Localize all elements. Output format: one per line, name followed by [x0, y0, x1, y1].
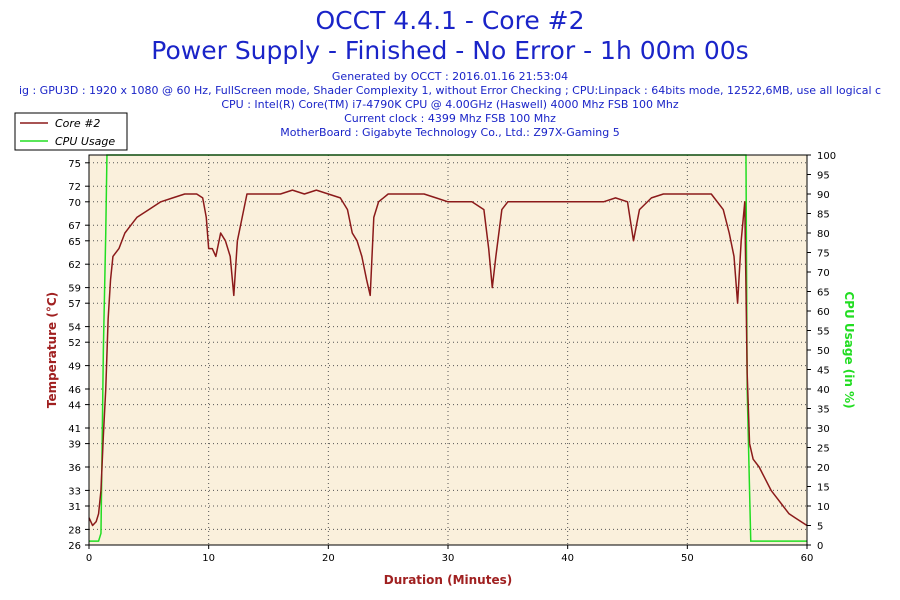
y-tick-label: 75: [68, 159, 81, 170]
y2-tick-label: 0: [817, 541, 823, 552]
series-core2-line: [88, 189, 808, 527]
right-axis: 0 5 10 15 20 25 30 35 40 45 50 55 60 65 70 75 80 85 90 95 10…: [807, 151, 836, 552]
legend: Core #2 CPU Usage: [14, 112, 128, 151]
y2-tick-label: 90: [817, 190, 830, 201]
x-tick-label: 40: [561, 553, 574, 564]
y2-tick-label: 80: [817, 229, 830, 240]
chart-subtitle: Power Supply - Finished - No Error - 1h …: [151, 36, 749, 65]
x-tick-label: 50: [681, 553, 694, 564]
y-tick-label: 33: [68, 486, 81, 497]
y2-tick-label: 100: [817, 151, 836, 162]
y-tick-label: 39: [68, 440, 81, 451]
y2-tick-label: 5: [817, 522, 823, 533]
cpu-line: CPU : Intel(R) Core(TM) i7-4790K CPU @ 4…: [221, 98, 679, 111]
y2-tick-label: 30: [817, 424, 830, 435]
x-tick-label: 30: [442, 553, 455, 564]
y-tick-label: 72: [68, 182, 81, 193]
y2-tick-label: 35: [817, 405, 830, 416]
y-tick-label: 28: [68, 525, 81, 536]
y-tick-label: 52: [68, 338, 81, 349]
x-axis-title: Duration (Minutes): [384, 573, 512, 587]
left-axis: 26 28 31 33 36 39 41 44 46 49 52 54 57 59 62 65 67 70 72 75: [68, 159, 89, 552]
y2-axis-title: CPU Usage (in %): [842, 291, 856, 408]
y-tick-label: 36: [68, 463, 81, 474]
y-tick-label: 59: [68, 284, 81, 295]
y2-tick-label: 60: [817, 307, 830, 318]
x-tick-label: 10: [202, 553, 215, 564]
y2-tick-label: 95: [817, 171, 830, 182]
legend-label-core: Core #2: [55, 117, 100, 130]
y2-tick-label: 85: [817, 210, 830, 221]
y-tick-label: 65: [68, 237, 81, 248]
y-tick-label: 49: [68, 362, 81, 373]
legend-box: [14, 112, 128, 151]
y2-tick-label: 55: [817, 327, 830, 338]
generated-line: Generated by OCCT : 2016.01.16 21:53:04: [331, 70, 569, 83]
y2-tick-label: 10: [817, 502, 830, 513]
config-line: ig : GPU3D : 1920 x 1080 @ 60 Hz, FullSc…: [18, 84, 882, 97]
x-tick-label: 20: [322, 553, 335, 564]
chart-title: OCCT 4.4.1 - Core #2: [315, 6, 585, 35]
y-tick-label: 31: [68, 502, 81, 513]
y2-tick-label: 65: [817, 288, 830, 299]
y2-tick-label: 45: [817, 366, 830, 377]
y-tick-label: 41: [68, 424, 81, 435]
y2-tick-label: 20: [817, 463, 830, 474]
y2-tick-label: 50: [817, 346, 830, 357]
y2-tick-label: 40: [817, 385, 830, 396]
y-tick-label: 46: [68, 385, 81, 396]
y-tick-label: 44: [68, 401, 81, 412]
clock-line: Current clock : 4399 Mhz FSB 100 Mhz: [344, 112, 556, 125]
plot-area: [89, 155, 807, 545]
y-tick-label: 57: [68, 299, 81, 310]
y2-tick-label: 25: [817, 444, 830, 455]
x-tick-label: 60: [801, 553, 814, 564]
y2-tick-label: 70: [817, 268, 830, 279]
y-tick-label: 67: [68, 221, 81, 232]
y2-tick-label: 15: [817, 483, 830, 494]
y-tick-label: 70: [68, 198, 81, 209]
x-tick-label: 0: [86, 553, 92, 564]
y-axis-title: Temperature (°C): [45, 292, 59, 408]
y-tick-label: 62: [68, 260, 81, 271]
legend-label-cpu: CPU Usage: [55, 135, 115, 148]
y-tick-label: 26: [68, 541, 81, 552]
bottom-axis: 0 10 20 30 40 50 60: [86, 545, 814, 564]
motherboard-line: MotherBoard : Gigabyte Technology Co., L…: [280, 126, 620, 139]
y2-tick-label: 75: [817, 249, 830, 260]
y-tick-label: 54: [68, 323, 81, 334]
